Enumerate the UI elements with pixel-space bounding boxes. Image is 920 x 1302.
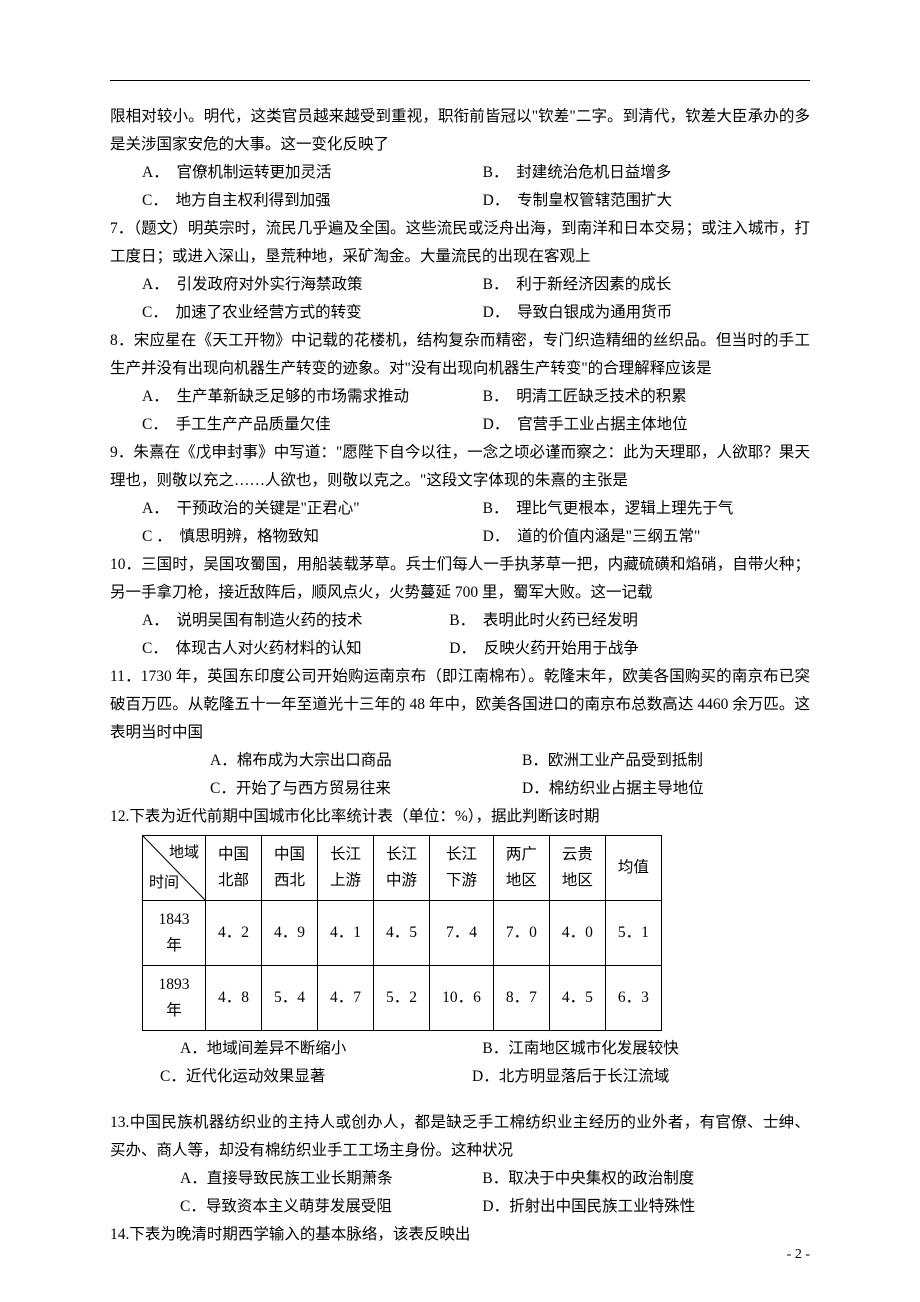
q7-options-row-2: C． 加速了农业经营方式的转变 D． 导致白银成为通用货币: [110, 299, 810, 327]
q12-option-d: D．北方明显落后于长江流域: [472, 1063, 810, 1091]
q11-options-row-1: A．棉布成为大宗出口商品 B．欧洲工业产品受到抵制: [110, 747, 810, 775]
q12-options-row-1: A．地域间差异不断缩小 B．江南地区城市化发展较快: [110, 1035, 810, 1063]
option-b: B． 封建统治危机日益增多: [483, 159, 810, 187]
q12-option-c: C．近代化运动效果显著: [160, 1063, 472, 1091]
row1-label: 1893 年: [143, 966, 206, 1031]
q11-option-c: C．开始了与西方贸易往来: [210, 775, 522, 803]
q13-stem: 13.中国民族机器纺织业的主持人或创办人，都是缺乏手工棉纺织业主经历的业外者，有…: [110, 1109, 810, 1165]
q13-option-b: B．取决于中央集权的政治制度: [482, 1165, 810, 1193]
option-c: C． 地方自主权利得到加强: [142, 187, 483, 215]
option-a: A． 官僚机制运转更加灵活: [142, 159, 483, 187]
row1-v4: 10．6: [430, 966, 494, 1031]
row0-v3: 4．5: [374, 901, 430, 966]
spacer: [110, 1091, 810, 1109]
q9-option-a: A． 干预政治的关键是"正君心": [142, 495, 483, 523]
q13-option-d: D．折射出中国民族工业特殊性: [482, 1193, 810, 1221]
row0-v1: 4．9: [262, 901, 318, 966]
q9-options-row-2: C ． 慎思明辨，格物致知 D． 道的价值内涵是"三纲五常": [110, 523, 810, 551]
table-row: 1893 年 4．8 5．4 4．7 5．2 10．6 8．7 4．5 6．3: [143, 966, 662, 1031]
q9-option-b: B． 理比气更根本，逻辑上理先于气: [483, 495, 810, 523]
row1-v2: 4．7: [318, 966, 374, 1031]
table-col-0: 中国北部: [206, 836, 262, 901]
q9-option-c: C ． 慎思明辨，格物致知: [142, 523, 483, 551]
q12-stem: 12.下表为近代前期中国城市化比率统计表（单位：%），据此判断该时期: [110, 803, 810, 831]
q10-option-a: A． 说明吴国有制造火药的技术: [142, 607, 449, 635]
q13-option-a: A．直接导致民族工业长期萧条: [180, 1165, 482, 1193]
top-horizontal-rule: [110, 80, 810, 81]
diag-top-label: 地域: [169, 840, 199, 866]
row0-label: 1843 年: [143, 901, 206, 966]
q10-option-b: B． 表明此时火药已经发明: [449, 607, 810, 635]
q10-option-c: C． 体现古人对火药材料的认知: [142, 635, 449, 663]
q8-stem: 8．宋应星在《天工开物》中记载的花楼机，结构复杂而精密，专门织造精细的丝织品。但…: [110, 327, 810, 383]
q13-option-c: C．导致资本主义萌芽发展受阻: [180, 1193, 482, 1221]
q10-options-row-1: A． 说明吴国有制造火药的技术 B． 表明此时火药已经发明: [110, 607, 810, 635]
q12-option-b: B．江南地区城市化发展较快: [482, 1035, 810, 1063]
row1-v5: 8．7: [493, 966, 549, 1031]
exam-page: 限相对较小。明代，这类官员越来越受到重视，职衔前皆冠以"钦差"二字。到清代，钦差…: [0, 0, 920, 1289]
q11-options-row-2: C．开始了与西方贸易往来 D．棉纺织业占据主导地位: [110, 775, 810, 803]
q11-option-a: A．棉布成为大宗出口商品: [210, 747, 522, 775]
q7-stem: 7．（题文）明英宗时，流民几乎遍及全国。这些流民或泛舟出海，到南洋和日本交易；或…: [110, 215, 810, 271]
table-col-5: 两广地区: [493, 836, 549, 901]
row1-v1: 5．4: [262, 966, 318, 1031]
q10-option-d: D． 反映火药开始用于战争: [449, 635, 810, 663]
q7-option-b: B． 利于新经济因素的成长: [483, 271, 810, 299]
row0-v5: 7．0: [493, 901, 549, 966]
q8-option-a: A． 生产革新缺乏足够的市场需求推动: [142, 383, 483, 411]
row0-v0: 4．2: [206, 901, 262, 966]
q7-option-d: D． 导致白银成为通用货币: [483, 299, 810, 327]
q8-options-row-1: A． 生产革新缺乏足够的市场需求推动 B． 明清工匠缺乏技术的积累: [110, 383, 810, 411]
row0-v7: 5．1: [605, 901, 661, 966]
row0-v2: 4．1: [318, 901, 374, 966]
row1-v7: 6．3: [605, 966, 661, 1031]
q8-option-c: C． 手工生产产品质量欠佳: [142, 411, 483, 439]
table-diag-header: 地域 时间: [143, 836, 206, 901]
q8-option-d: D． 官营手工业占据主体地位: [483, 411, 810, 439]
q12-table: 地域 时间 中国北部 中国西北 长江上游 长江中游 长江下游 两广地区 云贵地区…: [142, 835, 662, 1031]
row1-v0: 4．8: [206, 966, 262, 1031]
intro-continuation: 限相对较小。明代，这类官员越来越受到重视，职衔前皆冠以"钦差"二字。到清代，钦差…: [110, 103, 810, 159]
diag-bottom-label: 时间: [149, 870, 179, 896]
q12-options-row-2: C．近代化运动效果显著 D．北方明显落后于长江流域: [110, 1063, 810, 1091]
q12-option-a: A．地域间差异不断缩小: [180, 1035, 482, 1063]
q10-stem: 10．三国时，吴国攻蜀国，用船装载茅草。兵士们每人一手执茅草一把，内藏硫磺和焰硝…: [110, 551, 810, 607]
row0-v6: 4．0: [549, 901, 605, 966]
table-col-2: 长江上游: [318, 836, 374, 901]
option-d: D． 专制皇权管辖范围扩大: [483, 187, 810, 215]
q9-stem: 9．朱熹在《戊申封事》中写道："愿陛下自今以往，一念之顷必谨而察之：此为天理耶，…: [110, 439, 810, 495]
table-header-row: 地域 时间 中国北部 中国西北 长江上游 长江中游 长江下游 两广地区 云贵地区…: [143, 836, 662, 901]
q14-stem: 14.下表为晚清时期西学输入的基本脉络，该表反映出: [110, 1221, 810, 1249]
q7-option-a: A． 引发政府对外实行海禁政策: [142, 271, 483, 299]
q7-options-row-1: A． 引发政府对外实行海禁政策 B． 利于新经济因素的成长: [110, 271, 810, 299]
table-col-1: 中国西北: [262, 836, 318, 901]
page-number: - 2 -: [787, 1247, 810, 1263]
q13-options-row-1: A．直接导致民族工业长期萧条 B．取决于中央集权的政治制度: [110, 1165, 810, 1193]
intro-options-row-2: C． 地方自主权利得到加强 D． 专制皇权管辖范围扩大: [110, 187, 810, 215]
q11-option-b: B．欧洲工业产品受到抵制: [522, 747, 810, 775]
q8-option-b: B． 明清工匠缺乏技术的积累: [483, 383, 810, 411]
row0-v4: 7．4: [430, 901, 494, 966]
q7-option-c: C． 加速了农业经营方式的转变: [142, 299, 483, 327]
q11-stem: 11．1730 年，英国东印度公司开始购运南京布（即江南棉布）。乾隆末年，欧美各…: [110, 663, 810, 747]
row1-v3: 5．2: [374, 966, 430, 1031]
q9-options-row-1: A． 干预政治的关键是"正君心" B． 理比气更根本，逻辑上理先于气: [110, 495, 810, 523]
q11-option-d: D．棉纺织业占据主导地位: [522, 775, 810, 803]
row1-v6: 4．5: [549, 966, 605, 1031]
q9-option-d: D． 道的价值内涵是"三纲五常": [483, 523, 810, 551]
table-col-4: 长江下游: [430, 836, 494, 901]
q8-options-row-2: C． 手工生产产品质量欠佳 D． 官营手工业占据主体地位: [110, 411, 810, 439]
table-col-3: 长江中游: [374, 836, 430, 901]
intro-options-row-1: A． 官僚机制运转更加灵活 B． 封建统治危机日益增多: [110, 159, 810, 187]
q13-options-row-2: C．导致资本主义萌芽发展受阻 D．折射出中国民族工业特殊性: [110, 1193, 810, 1221]
table-col-7: 均值: [605, 836, 661, 901]
q10-options-row-2: C． 体现古人对火药材料的认知 D． 反映火药开始用于战争: [110, 635, 810, 663]
table-row: 1843 年 4．2 4．9 4．1 4．5 7．4 7．0 4．0 5．1: [143, 901, 662, 966]
table-col-6: 云贵地区: [549, 836, 605, 901]
